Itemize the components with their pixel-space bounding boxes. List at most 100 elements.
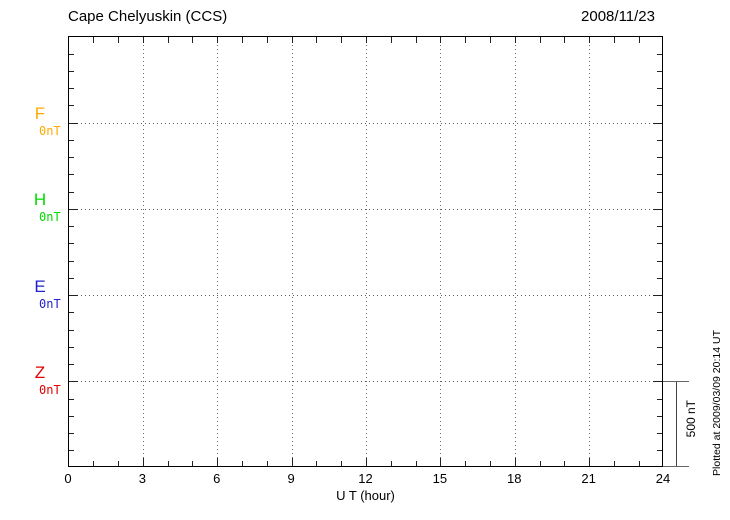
right-axis-tick bbox=[657, 174, 662, 176]
top-axis-tick bbox=[390, 37, 392, 43]
right-axis-tick bbox=[657, 191, 662, 193]
right-axis-tick bbox=[653, 381, 662, 383]
bottom-axis-tick bbox=[142, 458, 144, 466]
bottom-axis-tick bbox=[539, 461, 541, 466]
top-axis-tick bbox=[440, 37, 442, 43]
top-axis-tick bbox=[167, 37, 169, 43]
bottom-axis-tick bbox=[93, 461, 95, 466]
x-tick-label: 24 bbox=[655, 471, 671, 486]
left-axis-tick bbox=[69, 415, 74, 417]
right-axis-tick bbox=[657, 364, 662, 366]
bottom-axis-tick bbox=[440, 458, 442, 466]
scale-bar-line bbox=[676, 381, 677, 467]
right-axis-tick bbox=[657, 53, 662, 55]
top-axis-tick bbox=[489, 37, 491, 43]
component-letter-h: H bbox=[33, 190, 47, 210]
top-axis-tick bbox=[341, 37, 343, 43]
component-letter-z: Z bbox=[34, 362, 46, 382]
vertical-gridline bbox=[291, 37, 293, 466]
x-tick-label: 9 bbox=[287, 471, 295, 486]
vertical-gridline bbox=[589, 37, 591, 466]
left-axis-tick bbox=[69, 157, 74, 159]
x-tick-label: 6 bbox=[213, 471, 221, 486]
left-axis-tick bbox=[69, 433, 74, 435]
bottom-axis-tick bbox=[613, 461, 615, 466]
top-axis-tick bbox=[465, 37, 467, 43]
left-axis-tick bbox=[69, 105, 74, 107]
x-tick-label: 15 bbox=[432, 471, 448, 486]
scale-bar-cap-top bbox=[663, 381, 689, 382]
bottom-axis-tick bbox=[266, 461, 268, 466]
left-axis-tick bbox=[69, 398, 74, 400]
left-axis-tick bbox=[69, 208, 78, 210]
right-axis-tick bbox=[657, 415, 662, 417]
bottom-axis-tick bbox=[366, 458, 367, 466]
right-axis-tick bbox=[657, 226, 662, 228]
right-axis-tick bbox=[657, 157, 662, 159]
station-title: Cape Chelyuskin (CCS) bbox=[68, 8, 228, 25]
component-unit-f: 0nT bbox=[39, 124, 61, 139]
right-axis-tick bbox=[657, 139, 662, 141]
bottom-axis-tick bbox=[465, 461, 467, 466]
top-axis-tick bbox=[638, 37, 640, 43]
top-axis-tick bbox=[142, 37, 144, 43]
scale-bar-label: 500 nT bbox=[684, 400, 698, 438]
right-axis-tick bbox=[657, 346, 662, 348]
left-axis-tick bbox=[69, 346, 74, 348]
vertical-gridline bbox=[217, 37, 219, 466]
vertical-gridline bbox=[142, 37, 144, 466]
bottom-axis-tick bbox=[242, 461, 244, 466]
top-axis-tick bbox=[589, 37, 591, 43]
vertical-gridline bbox=[366, 37, 367, 466]
left-axis-tick bbox=[69, 295, 78, 297]
top-axis-tick bbox=[613, 37, 615, 43]
left-axis-tick bbox=[69, 312, 74, 314]
x-tick-label: 3 bbox=[138, 471, 146, 486]
bottom-axis-tick bbox=[589, 458, 591, 466]
bottom-axis-tick bbox=[341, 461, 343, 466]
baseline-gridline-e bbox=[69, 295, 662, 297]
left-axis-tick bbox=[69, 122, 78, 124]
bottom-axis-tick bbox=[316, 461, 318, 466]
component-unit-e: 0nT bbox=[39, 296, 61, 311]
right-axis-tick bbox=[657, 312, 662, 314]
bottom-axis-tick bbox=[514, 458, 516, 466]
right-axis-tick bbox=[657, 70, 662, 72]
component-letter-f: F bbox=[34, 104, 46, 124]
bottom-axis-tick bbox=[167, 461, 169, 466]
bottom-axis-tick bbox=[415, 461, 417, 466]
baseline-gridline-z bbox=[69, 381, 662, 383]
left-axis-tick bbox=[69, 88, 74, 90]
x-tick-label: 21 bbox=[581, 471, 596, 486]
right-axis-tick bbox=[657, 105, 662, 107]
top-axis-tick bbox=[192, 37, 194, 43]
baseline-gridline-h bbox=[69, 208, 662, 210]
top-axis-tick bbox=[366, 37, 367, 43]
right-axis-tick bbox=[657, 329, 662, 331]
bottom-axis-tick bbox=[489, 461, 491, 466]
plot-date: 2008/11/23 bbox=[581, 8, 655, 25]
top-axis-tick bbox=[539, 37, 541, 43]
scale-bar-cap-bottom bbox=[663, 466, 689, 467]
left-axis-tick bbox=[69, 450, 74, 452]
x-tick-label: 12 bbox=[358, 471, 373, 486]
bottom-axis-tick bbox=[192, 461, 194, 466]
top-axis-tick bbox=[415, 37, 417, 43]
left-axis-tick bbox=[69, 364, 74, 366]
left-axis-tick bbox=[69, 260, 74, 262]
right-axis-tick bbox=[657, 398, 662, 400]
top-axis-tick bbox=[514, 37, 516, 43]
right-axis-tick bbox=[657, 260, 662, 262]
right-axis-tick bbox=[657, 277, 662, 279]
left-axis-tick bbox=[69, 191, 74, 193]
component-unit-h: 0nT bbox=[39, 210, 61, 225]
plot-frame bbox=[68, 36, 663, 467]
x-tick-label: 0 bbox=[64, 471, 72, 486]
top-axis-tick bbox=[316, 37, 318, 43]
top-axis-tick bbox=[242, 37, 244, 43]
right-axis-tick bbox=[657, 243, 662, 245]
top-axis-tick bbox=[564, 37, 566, 43]
left-axis-tick bbox=[69, 70, 74, 72]
right-axis-tick bbox=[657, 433, 662, 435]
